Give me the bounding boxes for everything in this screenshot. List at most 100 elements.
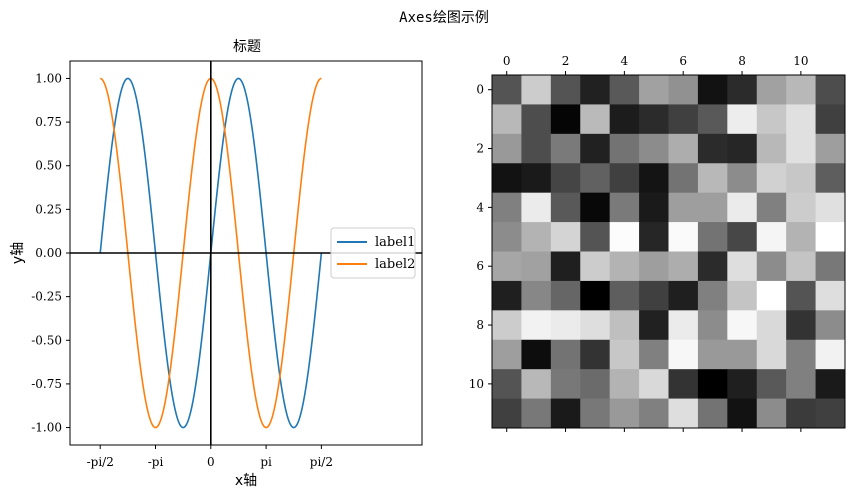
heatmap-cell (521, 133, 552, 164)
heatmap-cell (727, 369, 758, 399)
heatmap-cell (609, 398, 640, 429)
heatmap-cell (609, 222, 640, 252)
heatmap-y-tick-label: 2 (476, 142, 484, 156)
heatmap-cell (668, 369, 699, 399)
heatmap-cell (697, 280, 728, 311)
heatmap-x-tick-label: 10 (793, 54, 808, 68)
heatmap-cell (521, 398, 552, 429)
heatmap-cell (815, 369, 846, 399)
heatmap-cell (521, 339, 552, 370)
heatmap-cell (786, 75, 816, 105)
heatmap-cell (580, 339, 611, 370)
legend-box (330, 227, 416, 279)
y-tick-label: 0.50 (35, 159, 62, 173)
heatmap-cell (550, 133, 581, 164)
heatmap-y-tick-label: 10 (469, 377, 484, 391)
heatmap-cell (580, 398, 611, 429)
heatmap-cell (521, 310, 552, 341)
heatmap-cell (668, 251, 699, 282)
heatmap-cell (639, 339, 669, 370)
heatmap-cell (727, 104, 758, 135)
heatmap-cell (580, 133, 611, 164)
heatmap-cell (786, 104, 816, 135)
heatmap-cell (521, 163, 552, 194)
x-tick-label: pi/2 (310, 455, 333, 469)
x-tick-label: -pi/2 (87, 455, 114, 469)
heatmap-cell (492, 251, 522, 282)
line-chart-x-ticks: -pi/2 -pi 0 pi pi/2 (87, 445, 333, 469)
heatmap-cell (727, 133, 758, 164)
heatmap-cell (815, 222, 846, 252)
heatmap-cell (550, 222, 581, 252)
heatmap-cell (550, 339, 581, 370)
x-tick-label: pi (260, 455, 272, 469)
legend-entry-label1: label1 (375, 235, 415, 250)
heatmap-cell (492, 104, 522, 135)
heatmap-cell (786, 280, 816, 311)
heatmap-cell (639, 222, 669, 252)
line-chart: 标题 -pi/2 -pi 0 pi pi/2 -1.00 -0.75 -0.50 -0.25 0… (10, 39, 423, 489)
heatmap-x-tick-label: 0 (503, 54, 511, 68)
heatmap-cell (521, 104, 552, 135)
heatmap-cell (580, 75, 611, 105)
line-chart-x-label: x轴 (235, 473, 257, 489)
heatmap-cell (668, 133, 699, 164)
heatmap-cell (550, 398, 581, 429)
heatmap-cell (697, 339, 728, 370)
heatmap-cell (668, 339, 699, 370)
heatmap-cell (492, 369, 522, 399)
heatmap-cell (639, 280, 669, 311)
x-tick-label: -pi (148, 455, 164, 469)
heatmap-cell (492, 222, 522, 252)
heatmap-cell (639, 163, 669, 194)
heatmap-cells (492, 75, 846, 429)
heatmap-cell (786, 251, 816, 282)
heatmap-cell (492, 133, 522, 164)
heatmap-cell (492, 163, 522, 194)
y-tick-label: -0.75 (31, 377, 62, 391)
heatmap-cell (786, 163, 816, 194)
heatmap-cell (697, 133, 728, 164)
heatmap-cell (609, 251, 640, 282)
heatmap-cell (639, 398, 669, 429)
heatmap-cell (756, 192, 787, 223)
heatmap-cell (697, 163, 728, 194)
heatmap-cell (786, 222, 816, 252)
heatmap-cell (639, 192, 669, 223)
heatmap-cell (668, 104, 699, 135)
heatmap-cell (786, 398, 816, 429)
y-tick-label: -0.25 (31, 290, 62, 304)
heatmap-cell (756, 339, 787, 370)
y-tick-label: -1.00 (31, 421, 62, 435)
y-tick-label: 0.75 (35, 115, 62, 129)
heatmap-cell (550, 369, 581, 399)
heatmap-cell (521, 222, 552, 252)
heatmap-cell (727, 75, 758, 105)
heatmap-cell (727, 163, 758, 194)
heatmap-cell (550, 192, 581, 223)
heatmap-cell (521, 75, 552, 105)
legend: label1 label2 (330, 227, 416, 279)
heatmap-cell (550, 251, 581, 282)
legend-entry-label2: label2 (375, 257, 415, 272)
heatmap-x-ticks: 0 2 4 6 8 10 (503, 54, 809, 432)
heatmap-cell (492, 192, 522, 223)
heatmap-cell (639, 133, 669, 164)
heatmap-cell (815, 280, 846, 311)
heatmap-x-tick-label: 2 (562, 54, 570, 68)
heatmap-cell (756, 133, 787, 164)
heatmap-cell (580, 280, 611, 311)
heatmap-cell (756, 104, 787, 135)
heatmap-cell (815, 310, 846, 341)
heatmap-chart: 0 2 4 6 8 10 0 2 4 6 8 10 (469, 54, 846, 432)
heatmap-cell (727, 222, 758, 252)
heatmap-cell (492, 339, 522, 370)
heatmap-cell (756, 222, 787, 252)
heatmap-cell (727, 192, 758, 223)
heatmap-cell (609, 310, 640, 341)
heatmap-cell (639, 104, 669, 135)
y-tick-label: 0.25 (35, 202, 62, 216)
heatmap-cell (756, 310, 787, 341)
heatmap-cell (580, 192, 611, 223)
heatmap-x-tick-label: 8 (738, 54, 746, 68)
